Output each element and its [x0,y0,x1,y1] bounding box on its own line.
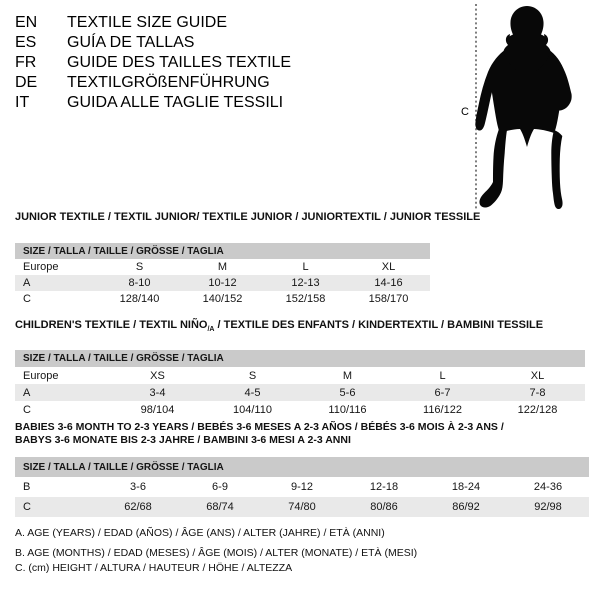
svg-text:C: C [461,106,469,118]
